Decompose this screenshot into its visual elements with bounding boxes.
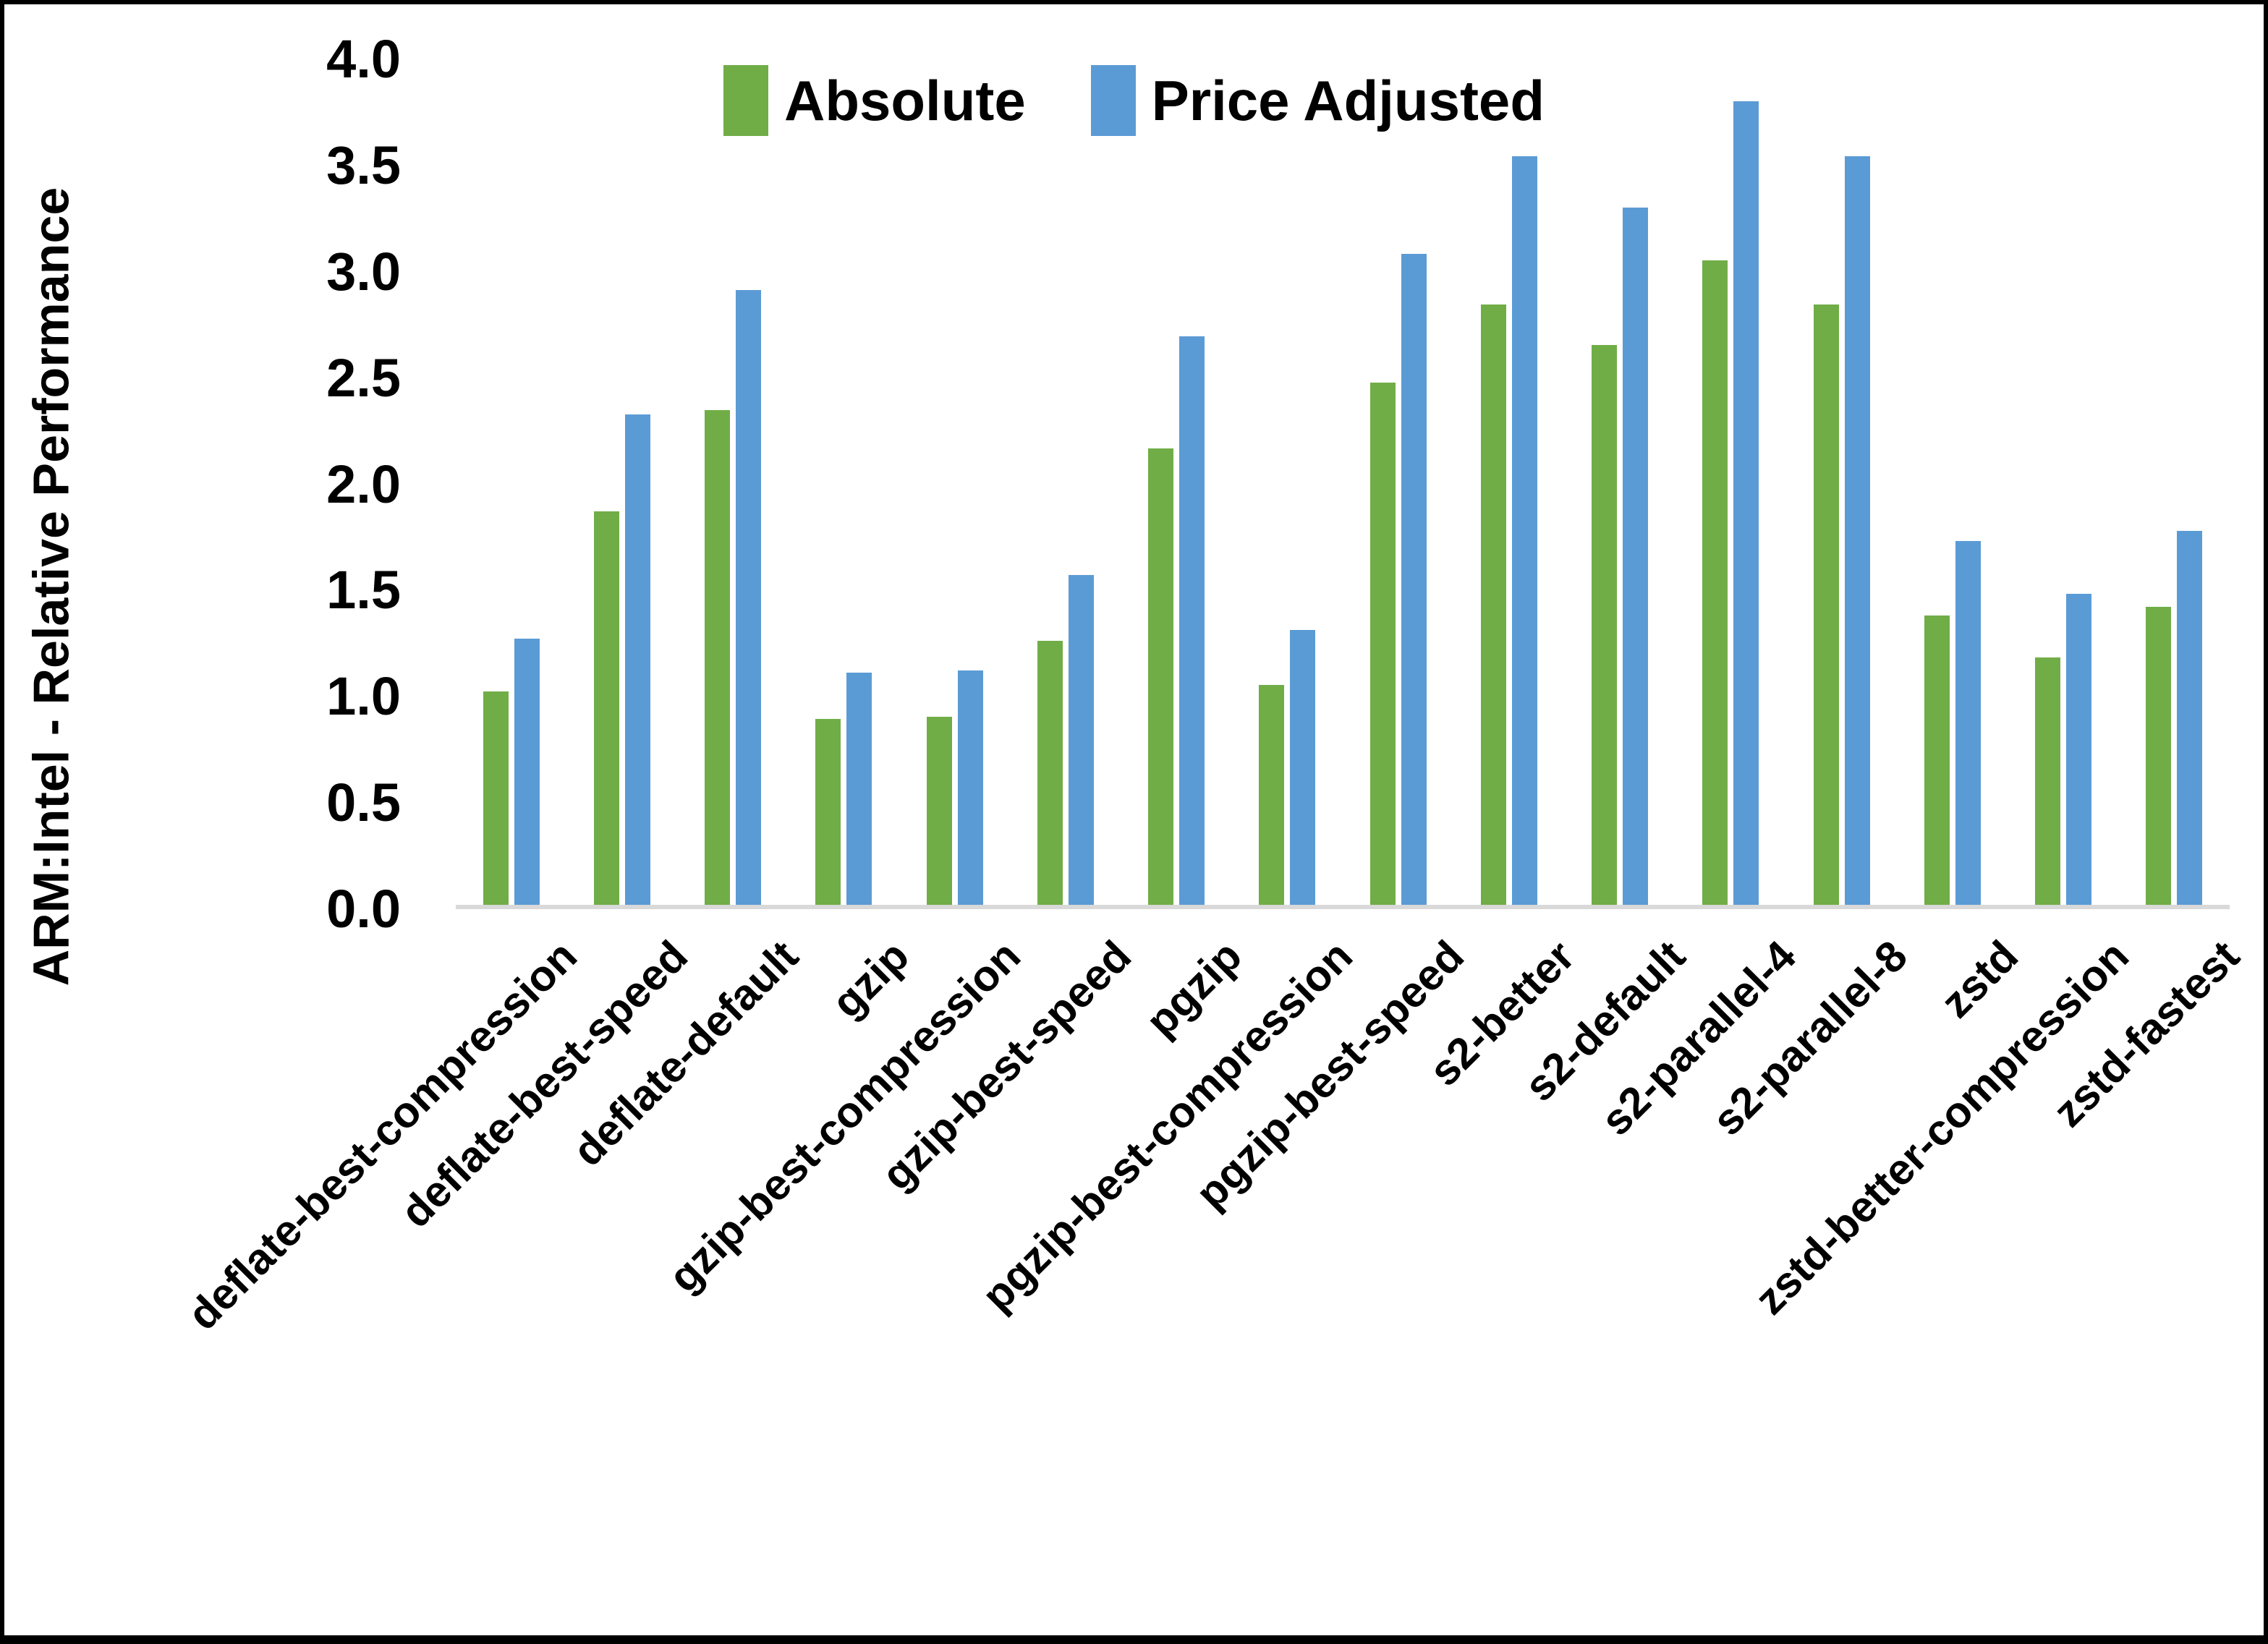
bar-absolute-gzip-best-compression bbox=[926, 716, 952, 905]
y-tick-label: 3.5 bbox=[326, 135, 401, 195]
bar-absolute-s2-default bbox=[1592, 344, 1618, 905]
y-tick-label: 0.0 bbox=[326, 879, 401, 939]
bar-absolute-pgzip-best-compression bbox=[1259, 685, 1285, 905]
y-tick-label: 0.5 bbox=[326, 772, 401, 833]
bar-absolute-zstd bbox=[1924, 615, 1950, 905]
bar-group-zstd-better-compression bbox=[2008, 59, 2119, 905]
bar-price-adjusted-s2-parallel-8 bbox=[1844, 156, 1870, 905]
bar-price-adjusted-pgzip-best-speed bbox=[1401, 253, 1427, 905]
y-tick-label: 1.0 bbox=[326, 666, 401, 727]
bar-group-gzip bbox=[789, 59, 899, 905]
y-tick-label: 2.0 bbox=[326, 453, 401, 514]
bar-group-s2-default bbox=[1565, 59, 1675, 905]
bar-price-adjusted-zstd-better-compression bbox=[2066, 594, 2092, 905]
bar-absolute-gzip-best-speed bbox=[1037, 640, 1063, 905]
plot-area bbox=[456, 59, 2230, 909]
y-tick-label: 1.5 bbox=[326, 560, 401, 621]
bar-group-s2-parallel-4 bbox=[1675, 59, 1786, 905]
x-category-label-zstd: zstd bbox=[1931, 931, 2027, 1027]
bar-absolute-s2-better bbox=[1480, 304, 1506, 905]
x-category-label-gzip: gzip bbox=[823, 931, 919, 1027]
bar-price-adjusted-gzip-best-compression bbox=[957, 670, 983, 905]
bar-absolute-deflate-default bbox=[705, 410, 731, 905]
bar-price-adjusted-s2-default bbox=[1623, 207, 1649, 905]
bar-absolute-s2-parallel-4 bbox=[1702, 260, 1728, 905]
bar-absolute-deflate-best-compression bbox=[483, 691, 509, 905]
bar-price-adjusted-s2-parallel-4 bbox=[1733, 101, 1759, 905]
bar-group-pgzip bbox=[1121, 59, 1232, 905]
bar-group-gzip-best-compression bbox=[899, 59, 1010, 905]
bar-group-deflate-default bbox=[678, 59, 789, 905]
bar-price-adjusted-deflate-best-speed bbox=[624, 414, 650, 905]
bar-group-gzip-best-speed bbox=[1010, 59, 1121, 905]
bar-absolute-deflate-best-speed bbox=[593, 511, 619, 905]
bar-price-adjusted-zstd bbox=[1955, 541, 1981, 905]
bar-absolute-pgzip bbox=[1148, 448, 1174, 905]
bar-price-adjusted-gzip-best-speed bbox=[1068, 575, 1094, 905]
bar-group-s2-better bbox=[1453, 59, 1564, 905]
bar-absolute-zstd-fastest bbox=[2146, 606, 2172, 905]
bar-absolute-gzip bbox=[815, 718, 841, 905]
bar-group-zstd bbox=[1897, 59, 2008, 905]
bar-price-adjusted-pgzip-best-compression bbox=[1290, 630, 1316, 905]
bar-price-adjusted-zstd-fastest bbox=[2177, 530, 2203, 905]
bar-absolute-pgzip-best-speed bbox=[1369, 383, 1396, 905]
bar-group-pgzip-best-speed bbox=[1343, 59, 1453, 905]
bar-price-adjusted-deflate-best-compression bbox=[514, 638, 540, 905]
bar-price-adjusted-s2-better bbox=[1511, 156, 1537, 905]
bar-group-pgzip-best-compression bbox=[1232, 59, 1343, 905]
bar-absolute-zstd-better-compression bbox=[2035, 657, 2061, 905]
bar-groups bbox=[456, 59, 2230, 905]
bar-group-deflate-best-compression bbox=[456, 59, 566, 905]
bar-price-adjusted-gzip bbox=[846, 672, 872, 905]
bar-group-deflate-best-speed bbox=[566, 59, 677, 905]
x-category-label-s2-parallel-8: s2-parallel-8 bbox=[1702, 931, 1916, 1145]
bar-group-zstd-fastest bbox=[2119, 59, 2230, 905]
y-tick-label: 3.0 bbox=[326, 241, 401, 302]
bar-absolute-s2-parallel-8 bbox=[1813, 304, 1839, 905]
bar-price-adjusted-pgzip bbox=[1179, 336, 1205, 905]
bar-group-s2-parallel-8 bbox=[1786, 59, 1897, 905]
y-tick-label: 4.0 bbox=[326, 29, 401, 89]
bar-price-adjusted-deflate-default bbox=[736, 289, 762, 905]
y-tick-label: 2.5 bbox=[326, 347, 401, 408]
